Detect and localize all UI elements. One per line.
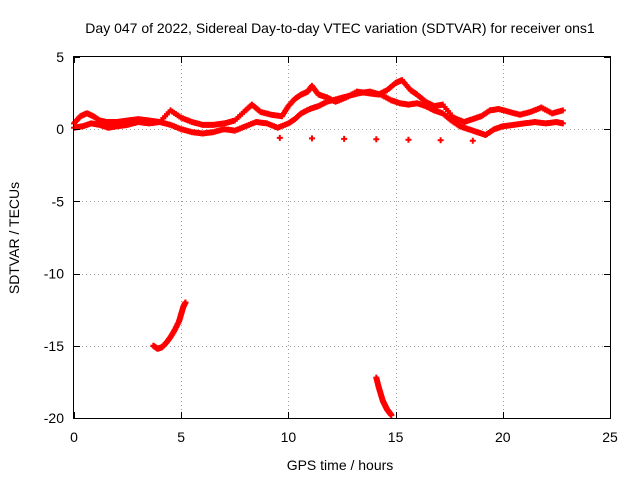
data-point-marker <box>469 137 476 144</box>
y-axis-label: SDTVAR / TECUs <box>6 182 22 294</box>
data-point-marker <box>559 107 566 114</box>
grid-lines <box>74 57 610 418</box>
y-tick-label: -20 <box>44 410 64 426</box>
series-descending-arc-1 <box>150 299 189 352</box>
data-points <box>71 77 566 419</box>
series-upper-band-B <box>71 88 566 138</box>
data-point-marker <box>559 120 566 127</box>
x-tick-label: 20 <box>495 429 511 445</box>
data-point-marker <box>341 135 348 142</box>
plot-frame <box>73 56 611 419</box>
data-point-marker <box>388 412 395 419</box>
chart-title: Day 047 of 2022, Sidereal Day-to-day VTE… <box>85 20 595 36</box>
x-tick-label: 25 <box>602 429 618 445</box>
x-tick-label: 15 <box>388 429 404 445</box>
y-tick-label: -15 <box>44 338 64 354</box>
data-point-marker <box>182 299 189 306</box>
y-tick-label: -10 <box>44 266 64 282</box>
series-descending-arc-2 <box>373 374 395 419</box>
axis-ticks: 0 5 10 15 20 25 5 0 -5 -10 -15 -20 <box>44 49 618 445</box>
x-axis-label: GPS time / hours <box>287 457 394 473</box>
x-tick-label: 0 <box>70 429 78 445</box>
y-tick-label: 5 <box>56 49 64 65</box>
data-point-marker <box>437 137 444 144</box>
data-point-marker <box>373 136 380 143</box>
data-point-marker <box>276 134 283 141</box>
x-tick-label: 10 <box>281 429 297 445</box>
data-point-marker <box>405 136 412 143</box>
data-point-marker <box>308 135 315 142</box>
y-tick-label: -5 <box>52 193 65 209</box>
y-tick-label: 0 <box>56 121 64 137</box>
x-tick-label: 5 <box>177 429 185 445</box>
series-outliers <box>276 134 476 144</box>
